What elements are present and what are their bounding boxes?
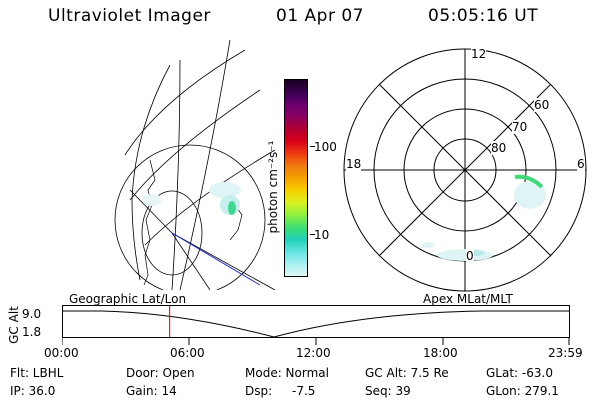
lat-line — [124, 49, 246, 156]
timeline-frame — [62, 305, 570, 338]
xtick-label-1800: 18:00 — [423, 346, 458, 360]
coastline — [143, 159, 156, 286]
lon-line — [171, 59, 181, 290]
lon-line — [129, 189, 173, 234]
gain-info: Gain: 14 — [126, 384, 177, 398]
polar-plot — [343, 48, 587, 292]
ip-info: IP: 36.0 — [10, 384, 56, 398]
xtick-label-1200: 12:00 — [296, 346, 331, 360]
xtick-label-2359: 23:59 — [548, 346, 583, 360]
colorbar-tick-mark — [310, 234, 315, 235]
apex-label: Apex MLat/MLT — [423, 292, 513, 306]
map-limb — [131, 64, 171, 281]
xtick-label-0000: 00:00 — [44, 346, 79, 360]
mlat-label-70: 70 — [512, 120, 528, 134]
colorbar-label: photon cm⁻²s⁻¹ — [266, 140, 280, 234]
seq-info: Seq: 39 — [365, 384, 411, 398]
lat-circle — [114, 144, 266, 290]
aurora-glow — [142, 194, 162, 206]
lat-line — [129, 89, 261, 201]
aurora-core — [514, 174, 544, 189]
blue-meridian — [171, 232, 261, 286]
aurora-glow — [209, 182, 241, 198]
geographic-label: Geographic Lat/Lon — [69, 292, 187, 306]
filter-info: Flt: LBHL — [10, 366, 64, 380]
mode-info: Mode: Normal — [245, 366, 329, 380]
date-label: 01 Apr 07 — [276, 6, 364, 26]
aurora-glow — [437, 249, 493, 261]
gc-alt-info: GC Alt: 7.5 Re — [365, 366, 449, 380]
door-info: Door: Open — [126, 366, 195, 380]
mlt-label-6: 6 — [577, 157, 585, 171]
lon-line — [171, 232, 211, 290]
lon-line — [171, 232, 275, 290]
lat-line — [144, 149, 275, 246]
meridian-line — [378, 83, 552, 257]
time-label: 05:05:16 UT — [428, 6, 539, 26]
ytick-top: 9.0 — [22, 307, 42, 321]
glon-info: GLon: 279.1 — [486, 384, 559, 398]
mlat-label-60: 60 — [534, 98, 550, 112]
xtick-label-0600: 06:00 — [170, 346, 205, 360]
aurora-glow — [514, 181, 546, 209]
timeline-ylabel: GC Alt — [7, 306, 21, 344]
colorbar-tick-mark — [310, 146, 315, 147]
mlt-label-0: 0 — [466, 249, 474, 263]
colorbar-tick-100: 100 — [314, 140, 337, 154]
colorbar — [284, 79, 308, 277]
aurora-core — [228, 201, 236, 215]
lon-line — [179, 40, 231, 290]
mlt-label-12: 12 — [471, 47, 487, 61]
colorbar-tick-10: 10 — [314, 228, 330, 242]
dsp-value: -7.5 — [292, 384, 316, 398]
mlt-label-18: 18 — [346, 157, 362, 171]
geographic-map — [114, 40, 275, 290]
altitude-curve — [62, 310, 570, 338]
ytick-bottom: 1.8 — [22, 325, 42, 339]
timeline-plot — [62, 305, 570, 345]
instrument-title: Ultraviolet Imager — [48, 6, 211, 26]
lat-circle — [141, 190, 203, 276]
aurora-glow — [422, 242, 434, 248]
dsp-label: Dsp: — [245, 384, 273, 398]
glat-info: GLat: -63.0 — [486, 366, 553, 380]
mlat-label-80: 80 — [491, 141, 507, 155]
